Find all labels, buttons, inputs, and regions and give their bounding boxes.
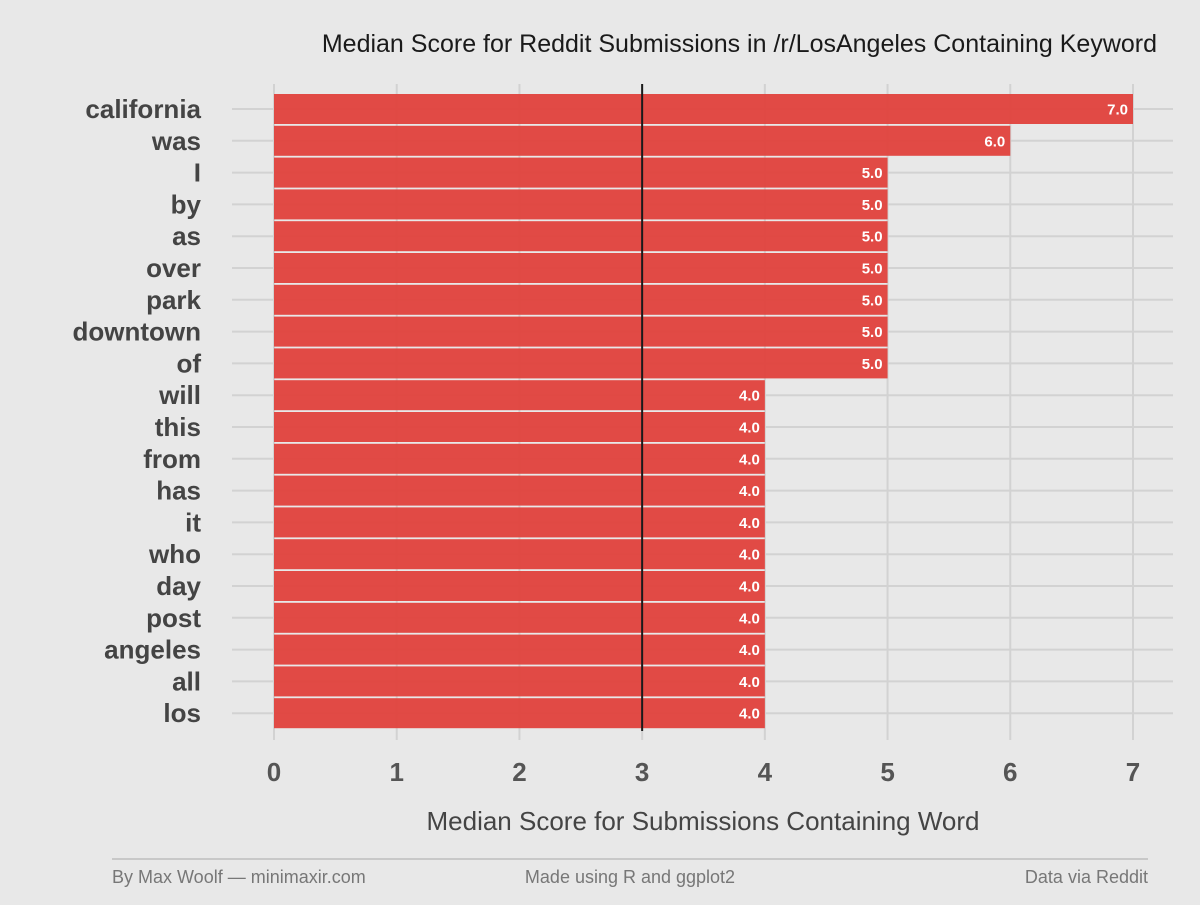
x-tick-label: 0 [267, 757, 281, 787]
bar [274, 698, 765, 729]
bar-value-label: 4.0 [739, 388, 760, 405]
value-labels: 7.0 6.0 5.0 5.0 5.0 5.0 5.0 5.0 5.0 4.0 4.0 4.0 4.0 4… [739, 102, 1128, 723]
x-tick-label: 7 [1126, 757, 1140, 787]
footer-credit: By Max Woolf — minimaxir.com [112, 867, 366, 887]
category-label: post [146, 603, 201, 633]
bar [274, 189, 888, 220]
category-label: day [156, 571, 201, 601]
bar-value-label: 5.0 [862, 165, 883, 182]
footer-source: Data via Reddit [1025, 867, 1148, 887]
category-label: by [171, 189, 202, 219]
bar-value-label: 4.0 [739, 579, 760, 596]
x-tick-labels: 0 1 2 3 4 5 6 7 [267, 757, 1140, 787]
bar [274, 507, 765, 538]
category-label: angeles [104, 635, 201, 665]
bar-value-label: 4.0 [739, 451, 760, 468]
category-label: los [163, 698, 201, 728]
bar-value-label: 4.0 [739, 610, 760, 627]
category-label: park [146, 285, 201, 315]
bar [274, 475, 765, 506]
bar-value-label: 5.0 [862, 356, 883, 373]
bar [274, 348, 888, 379]
category-label: it [185, 507, 201, 537]
bar-value-label: 5.0 [862, 292, 883, 309]
bar-value-label: 5.0 [862, 324, 883, 341]
bar [274, 94, 1133, 124]
category-label: of [176, 348, 201, 378]
bar-value-label: 5.0 [862, 197, 883, 214]
bar-value-label: 4.0 [739, 674, 760, 691]
bar-value-label: 5.0 [862, 229, 883, 246]
category-label: this [155, 412, 201, 442]
x-tick-label: 4 [758, 757, 773, 787]
category-labels: californiawasIbyasoverparkdowntownofwill… [72, 94, 201, 728]
bar [274, 221, 888, 252]
bar [274, 284, 888, 315]
bar [274, 316, 888, 347]
bar [274, 634, 765, 665]
x-tick-label: 6 [1003, 757, 1017, 787]
bar [274, 666, 765, 697]
chart-title: Median Score for Reddit Submissions in /… [322, 30, 1157, 58]
category-label: all [172, 666, 201, 696]
bar-value-label: 4.0 [739, 420, 760, 437]
category-label: over [146, 253, 201, 283]
bar-value-label: 7.0 [1107, 102, 1128, 119]
category-label: who [148, 539, 201, 569]
footer-tool: Made using R and ggplot2 [525, 867, 735, 887]
category-label: will [158, 380, 201, 410]
x-tick-label: 5 [880, 757, 894, 787]
bar [274, 443, 765, 474]
bar [274, 157, 888, 188]
category-label: california [85, 94, 201, 124]
bar-value-label: 4.0 [739, 515, 760, 532]
category-label: I [194, 158, 201, 188]
category-label: has [156, 476, 201, 506]
x-tick-label: 3 [635, 757, 649, 787]
category-label: was [151, 126, 201, 156]
bar [274, 539, 765, 570]
bar [274, 412, 765, 442]
category-label: downtown [72, 317, 201, 347]
x-tick-label: 1 [389, 757, 403, 787]
category-label: as [172, 221, 201, 251]
bar-value-label: 4.0 [739, 706, 760, 723]
category-label: from [143, 444, 201, 474]
bar [274, 253, 888, 283]
bars [274, 94, 1133, 729]
bar [274, 571, 765, 601]
bar-value-label: 5.0 [862, 261, 883, 278]
bar-value-label: 4.0 [739, 483, 760, 500]
bar [274, 380, 765, 411]
bar-value-label: 4.0 [739, 547, 760, 564]
x-axis-label: Median Score for Submissions Containing … [426, 806, 979, 836]
bar [274, 602, 765, 633]
bar-value-label: 6.0 [984, 133, 1005, 150]
x-tick-label: 2 [512, 757, 526, 787]
bar-value-label: 4.0 [739, 642, 760, 659]
